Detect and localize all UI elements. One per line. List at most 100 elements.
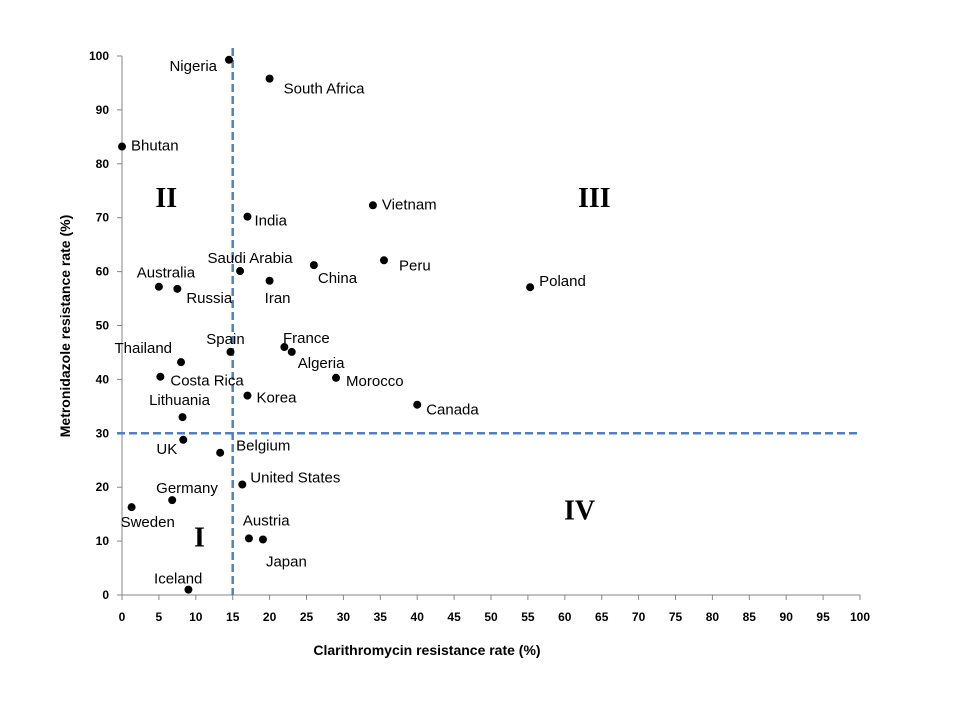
data-point-label: Austria — [243, 512, 290, 529]
data-point-label: Thailand — [114, 340, 172, 357]
x-tick-label: 0 — [119, 610, 126, 624]
quadrant-label: III — [578, 183, 611, 214]
y-tick-label: 10 — [96, 534, 110, 548]
x-tick-label: 60 — [558, 610, 572, 624]
x-tick-label: 70 — [632, 610, 646, 624]
x-tick-label: 55 — [521, 610, 535, 624]
x-tick-label: 20 — [263, 610, 277, 624]
data-point — [368, 201, 377, 210]
data-point-label: Sweden — [121, 514, 175, 531]
axes: 0 5 10 15 20 25 30 35 40 45 50 55 60 65 70 75 80 85 90 95 10… — [89, 49, 870, 624]
data-point — [226, 347, 235, 356]
data-points: Nigeria South Africa Bhutan India Vietnam Sau… — [114, 55, 586, 594]
y-axis-title: Metronidazole resistance rate (%) — [57, 215, 73, 438]
data-point-label: Nigeria — [169, 58, 217, 75]
x-tick-label: 80 — [706, 610, 720, 624]
data-point — [118, 142, 126, 151]
data-point-label: Peru — [399, 257, 431, 274]
x-tick-label: 35 — [374, 610, 388, 624]
x-tick-label: 45 — [447, 610, 461, 624]
data-point-label: Morocco — [346, 373, 404, 390]
y-tick-label: 50 — [96, 319, 110, 333]
data-point-label: India — [254, 213, 287, 230]
quadrant-label: I — [194, 522, 205, 553]
y-tick-label: 60 — [96, 265, 110, 279]
data-point-label: China — [318, 270, 358, 287]
data-point — [526, 283, 535, 292]
data-point-label: Iran — [265, 290, 291, 307]
quadrant-label: II — [155, 183, 177, 214]
x-tick-label: 65 — [595, 610, 609, 624]
y-tick-label: 30 — [96, 426, 110, 440]
x-tick-label: 30 — [337, 610, 351, 624]
data-point — [154, 282, 163, 291]
data-point-label: Iceland — [154, 571, 202, 588]
data-point-label: Poland — [539, 273, 586, 290]
y-tick-label: 100 — [89, 49, 109, 63]
x-tick-label: 5 — [156, 610, 163, 624]
data-point — [243, 391, 252, 400]
data-point — [225, 55, 234, 64]
x-tick-label: 10 — [189, 610, 203, 624]
data-point — [332, 373, 341, 382]
data-point-label: Japan — [266, 553, 307, 570]
y-tick-label: 70 — [96, 211, 110, 225]
data-point — [258, 535, 267, 544]
data-point-label: Costa Rica — [170, 373, 244, 390]
data-point — [216, 448, 225, 457]
reference-lines — [117, 48, 860, 595]
data-point — [179, 435, 188, 444]
quadrant-label: IV — [564, 496, 595, 527]
data-point — [238, 480, 247, 489]
data-point — [287, 347, 296, 356]
data-point — [309, 261, 318, 270]
x-tick-label: 40 — [411, 610, 425, 624]
data-point-label: Algeria — [298, 355, 345, 372]
data-point-label: Russia — [186, 290, 233, 307]
data-point — [178, 413, 187, 422]
x-tick-label: 15 — [226, 610, 240, 624]
y-tick-label: 0 — [102, 588, 109, 602]
x-tick-label: 25 — [300, 610, 314, 624]
data-point — [156, 372, 165, 381]
data-point-label: Bhutan — [131, 138, 179, 155]
data-point-label: Lithuania — [149, 392, 211, 409]
data-point — [265, 276, 274, 285]
data-point-label: Canada — [426, 402, 479, 419]
data-point-label: Vietnam — [382, 196, 437, 213]
data-point — [168, 496, 177, 505]
data-point — [244, 534, 253, 543]
data-point-label: Korea — [256, 390, 297, 407]
data-point-label: Spain — [206, 331, 244, 348]
x-tick-label: 50 — [484, 610, 498, 624]
y-tick-label: 80 — [96, 157, 110, 171]
x-tick-label: 90 — [780, 610, 794, 624]
data-point-label: Germany — [156, 480, 218, 497]
data-point — [243, 212, 252, 221]
x-tick-label: 75 — [669, 610, 683, 624]
data-point — [127, 503, 136, 512]
x-tick-label: 85 — [743, 610, 757, 624]
data-point — [173, 284, 182, 293]
y-tick-label: 40 — [96, 372, 110, 386]
data-point — [280, 343, 289, 352]
data-point-label: South Africa — [284, 81, 366, 98]
data-point — [379, 256, 388, 265]
data-point-label: UK — [156, 441, 177, 458]
data-point — [184, 585, 193, 594]
data-point-label: Saudi Arabia — [208, 250, 294, 267]
data-point — [265, 74, 274, 83]
data-point — [177, 358, 186, 367]
y-tick-label: 90 — [96, 103, 110, 117]
data-point-label: France — [283, 330, 330, 347]
y-tick-label: 20 — [96, 480, 110, 494]
data-point-label: Australia — [137, 265, 196, 282]
data-point-label: United States — [250, 470, 340, 487]
data-point-label: Belgium — [236, 438, 290, 455]
x-tick-label: 95 — [816, 610, 830, 624]
x-tick-label: 100 — [850, 610, 870, 624]
data-point — [413, 400, 422, 409]
data-point — [236, 267, 245, 276]
